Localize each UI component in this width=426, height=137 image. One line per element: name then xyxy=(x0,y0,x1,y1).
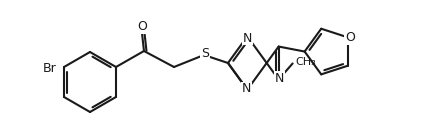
Text: N: N xyxy=(241,82,250,95)
Text: O: O xyxy=(137,21,147,34)
Text: Br: Br xyxy=(42,62,56,75)
Text: O: O xyxy=(344,31,354,44)
Text: N: N xyxy=(242,32,251,45)
Text: S: S xyxy=(201,48,208,61)
Text: CH₃: CH₃ xyxy=(295,57,316,67)
Text: N: N xyxy=(274,72,284,85)
